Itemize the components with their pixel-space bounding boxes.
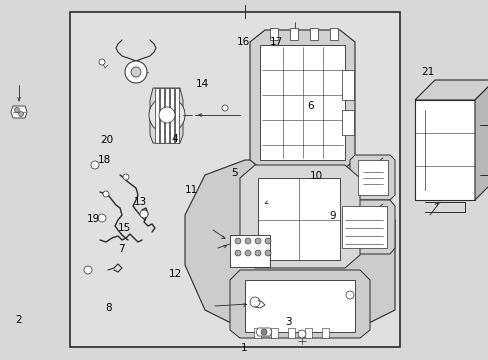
Text: 20: 20 [100,135,113,145]
Polygon shape [249,30,354,172]
Circle shape [19,112,23,117]
Circle shape [346,291,353,299]
Bar [341,70,353,100]
Bar [70,12,399,347]
Text: 18: 18 [97,155,111,165]
Text: 12: 12 [168,269,182,279]
Text: 4: 4 [171,134,178,144]
Bar [305,328,311,338]
Bar [309,28,317,40]
Bar [258,178,339,260]
Polygon shape [349,155,394,200]
Text: 10: 10 [310,171,323,181]
Bar [321,328,328,338]
Circle shape [235,250,241,256]
Circle shape [98,214,106,222]
Circle shape [264,238,270,244]
Bar [253,328,261,338]
Bar [357,160,387,195]
Polygon shape [150,88,183,143]
Circle shape [99,59,105,65]
Text: 14: 14 [195,78,208,89]
Circle shape [125,61,147,83]
Bar [329,28,337,40]
Text: 13: 13 [134,197,147,207]
Bar [164,88,169,143]
Circle shape [235,238,241,244]
Circle shape [123,174,129,180]
Bar [341,206,386,248]
Text: 5: 5 [231,168,238,178]
Text: 7: 7 [118,244,124,255]
Circle shape [244,250,250,256]
Circle shape [254,238,261,244]
Circle shape [131,67,141,77]
Polygon shape [229,270,369,338]
Circle shape [222,105,227,111]
Text: 11: 11 [184,185,198,195]
Bar [244,280,354,332]
Text: 6: 6 [306,101,313,111]
Text: 17: 17 [269,37,283,48]
Text: 16: 16 [236,37,250,48]
Circle shape [261,329,266,335]
Text: 3: 3 [285,317,291,327]
Circle shape [264,250,270,256]
Circle shape [140,210,148,218]
Polygon shape [474,80,488,200]
Bar [289,28,297,40]
Bar [160,88,163,143]
Text: 19: 19 [87,214,101,224]
Bar [269,28,278,40]
Bar [260,45,345,160]
Bar [175,88,179,143]
Circle shape [244,238,250,244]
Text: 21: 21 [420,67,434,77]
Polygon shape [11,106,27,118]
Text: 2: 2 [15,315,22,325]
Bar [229,235,269,267]
Circle shape [15,108,20,112]
Circle shape [91,161,99,169]
Text: 8: 8 [105,303,112,313]
Polygon shape [256,328,271,336]
Bar [155,88,159,143]
Bar [287,328,294,338]
Bar [270,328,278,338]
Circle shape [297,330,305,338]
Bar [341,110,353,135]
Circle shape [149,97,184,133]
Bar [414,100,474,200]
Circle shape [159,107,175,123]
Circle shape [249,297,260,307]
Bar [170,88,174,143]
Circle shape [103,191,109,197]
Circle shape [84,266,92,274]
Circle shape [254,250,261,256]
Text: 1: 1 [241,343,247,354]
Text: 15: 15 [118,222,131,233]
Polygon shape [414,80,488,100]
Polygon shape [184,160,394,330]
Polygon shape [240,165,359,268]
Polygon shape [334,200,394,254]
Text: 9: 9 [328,211,335,221]
